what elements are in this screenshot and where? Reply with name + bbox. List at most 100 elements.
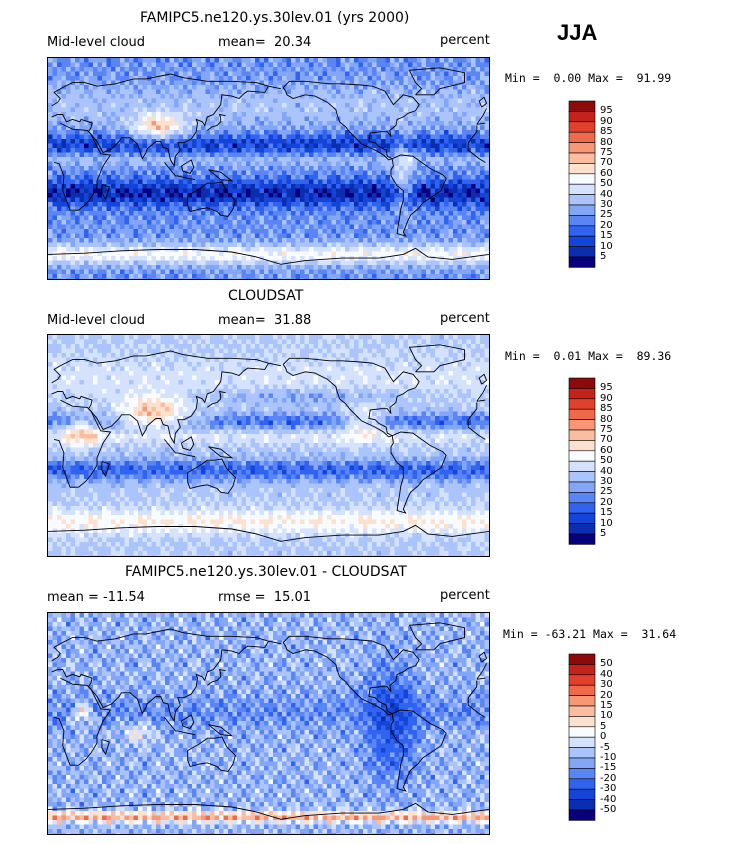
coastlines <box>48 622 489 820</box>
panel3-units: percent <box>440 588 490 603</box>
field-cells <box>48 335 489 556</box>
coastline <box>478 373 488 385</box>
colorbar-swatch <box>568 747 596 759</box>
colorbar-swatch <box>568 121 596 133</box>
colorbar-swatch <box>568 225 596 237</box>
colorbar-swatch <box>568 440 596 452</box>
panel1-variable: Mid-level cloud <box>47 35 146 50</box>
coastline <box>51 73 488 125</box>
coastline <box>408 67 465 96</box>
colorbar-tick-label: 30 <box>600 199 613 210</box>
colorbar-tick-label: 50 <box>600 178 613 190</box>
coastline <box>282 80 420 161</box>
coastline <box>51 350 488 402</box>
colorbar-tick-label: 75 <box>600 424 613 435</box>
colorbar-swatch <box>568 653 596 665</box>
panel1-min-value: 0.00 <box>553 71 582 85</box>
panel1-title: FAMIPC5.ne120.ys.30lev.01 (yrs 2000) <box>140 10 410 26</box>
colorbar-tick-label: 50 <box>600 455 613 467</box>
coastline <box>187 736 236 772</box>
colorbar-tick-label: 40 <box>600 188 613 200</box>
colorbar-swatch <box>568 788 596 800</box>
colorbar-tick-label: -5 <box>600 741 610 753</box>
colorbar-swatch <box>568 377 596 389</box>
colorbar-tick-label: 0 <box>600 731 607 743</box>
panel1-max-value: 91.99 <box>636 71 672 85</box>
coastline <box>207 113 226 131</box>
colorbar-swatch <box>568 523 596 535</box>
colorbar-tick-label: -10 <box>600 752 617 763</box>
colorbar-tick-label: 60 <box>600 167 613 179</box>
colorbar-tick-label: 25 <box>600 209 613 221</box>
colorbar-swatch <box>568 471 596 483</box>
panel1-min-label: Min = <box>505 71 540 85</box>
panel3-max-value: 31.64 <box>641 627 677 641</box>
colorbar-swatch <box>568 705 596 717</box>
coastline <box>101 184 110 201</box>
colorbar-swatch <box>568 809 596 821</box>
coastline <box>90 85 269 168</box>
colorbar-swatch <box>568 450 596 462</box>
coastline <box>164 162 196 181</box>
colorbar-swatch <box>568 235 596 247</box>
colorbar-swatch <box>568 716 596 728</box>
colorbar-svg <box>568 377 596 545</box>
colorbar-tick-label: 5 <box>600 720 607 732</box>
colorbar-swatch <box>568 778 596 790</box>
coastline <box>48 802 489 820</box>
coastline <box>164 439 196 458</box>
colorbar-tick-label: 30 <box>600 476 613 487</box>
colorbar-tick-label: 60 <box>600 444 613 456</box>
coastline <box>187 181 236 217</box>
coastline <box>282 357 420 438</box>
colorbar-swatch <box>568 183 596 195</box>
colorbar-swatch <box>568 684 596 696</box>
colorbar-tick-label: 90 <box>600 392 613 404</box>
panel2-mean: mean= 31.88 <box>218 313 311 328</box>
coastline <box>208 169 234 182</box>
colorbar-tick-label: 30 <box>600 679 613 691</box>
coastline <box>51 628 488 680</box>
panel3-min-label: Min = <box>503 627 538 641</box>
coastline <box>181 714 195 729</box>
colorbar-tick-label: 25 <box>600 486 613 498</box>
panel3-minmax: Min = -63.21 Max = 31.64 <box>503 627 676 641</box>
colorbar-tick-label: 10 <box>600 517 613 529</box>
coastline <box>51 669 486 690</box>
colorbar-swatch <box>568 533 596 545</box>
colorbar-tick-label: 20 <box>600 689 613 701</box>
colorbar-swatch <box>568 512 596 524</box>
panel1-units: percent <box>440 33 490 48</box>
colorbar-tick-label: 15 <box>600 230 613 242</box>
colorbar-tick-label: 75 <box>600 147 613 158</box>
coastline <box>390 431 447 514</box>
colorbar-tick-label: 85 <box>600 126 613 138</box>
colorbar-tick-label: 50 <box>600 658 613 670</box>
coastline <box>208 446 234 459</box>
map-svg <box>48 58 489 279</box>
field-cells <box>48 613 489 834</box>
panel2-variable: Mid-level cloud <box>47 313 146 328</box>
coastline <box>390 154 447 237</box>
panel2-units: percent <box>440 311 490 326</box>
colorbar-swatch <box>568 768 596 780</box>
coastline <box>90 640 269 723</box>
colorbar-swatch <box>568 695 596 707</box>
colorbar-swatch <box>568 408 596 420</box>
colorbar-svg <box>568 100 596 268</box>
field-cells <box>48 58 489 279</box>
panel3-rmse-value: 15.01 <box>273 590 312 605</box>
colorbar-swatch <box>568 398 596 410</box>
colorbar-swatch <box>568 131 596 143</box>
coastline <box>48 524 489 542</box>
coastline <box>208 724 234 737</box>
colorbar-swatch <box>568 674 596 686</box>
panel1-mean-label: mean= <box>218 35 266 50</box>
colorbar-swatch <box>568 664 596 676</box>
colorbar-tick-label: 20 <box>600 219 613 231</box>
panel3-mean-label: mean = <box>47 590 99 605</box>
panel2-max-value: 89.36 <box>636 349 672 363</box>
colorbar-swatch <box>568 429 596 441</box>
colorbar-tick-label: 90 <box>600 115 613 127</box>
colorbar-swatch <box>568 481 596 493</box>
